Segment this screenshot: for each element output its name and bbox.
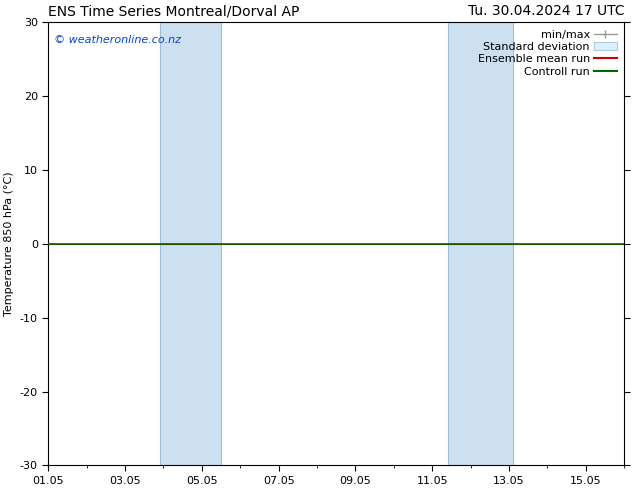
Y-axis label: Temperature 850 hPa (°C): Temperature 850 hPa (°C) <box>4 172 14 316</box>
Text: © weatheronline.co.nz: © weatheronline.co.nz <box>54 35 181 46</box>
Bar <box>448 22 513 465</box>
Text: ENS Time Series Montreal/Dorval AP: ENS Time Series Montreal/Dorval AP <box>48 4 300 18</box>
Text: Tu. 30.04.2024 17 UTC: Tu. 30.04.2024 17 UTC <box>468 4 624 18</box>
Bar <box>160 22 221 465</box>
Legend: min/max, Standard deviation, Ensemble mean run, Controll run: min/max, Standard deviation, Ensemble me… <box>476 27 619 79</box>
